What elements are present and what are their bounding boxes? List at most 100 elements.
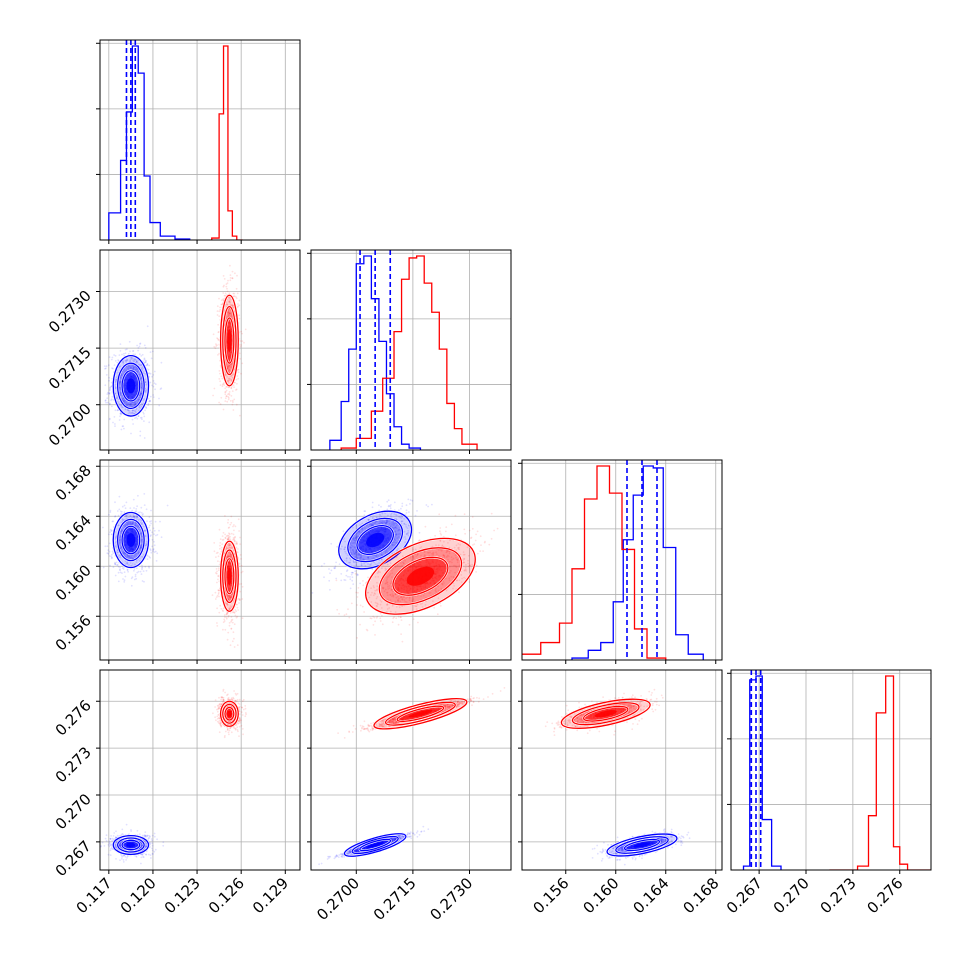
scatter-point — [153, 551, 156, 553]
scatter-point — [224, 397, 227, 400]
scatter-point — [367, 519, 370, 521]
scatter-point — [231, 374, 234, 376]
scatter-point — [130, 357, 133, 359]
scatter-point — [133, 404, 136, 407]
scatter-point — [395, 534, 398, 536]
scatter-point — [344, 579, 347, 581]
scatter-point — [230, 619, 233, 622]
scatter-point — [426, 551, 429, 554]
scatter-point — [335, 561, 337, 564]
scatter-point — [226, 548, 228, 550]
scatter-point — [132, 515, 135, 518]
scatter-point — [152, 527, 155, 530]
scatter-point — [227, 555, 229, 558]
density-series-0 — [112, 354, 150, 418]
scatter-point — [138, 557, 141, 560]
scatter-point — [127, 522, 130, 524]
scatter-point — [371, 516, 374, 519]
scatter-point — [154, 550, 157, 553]
scatter-point — [140, 380, 143, 383]
scatter-point — [225, 363, 228, 365]
scatter-point — [106, 393, 109, 395]
scatter-point — [227, 615, 230, 618]
scatter-point — [133, 409, 136, 412]
scatter-point — [129, 359, 132, 361]
scatter-point — [149, 535, 152, 538]
scatter-point — [148, 400, 151, 403]
scatter-point — [228, 301, 231, 303]
scatter-point — [111, 556, 113, 559]
scatter-point — [129, 360, 132, 362]
scatter-point — [453, 585, 455, 587]
scatter-point — [129, 403, 132, 406]
scatter-point — [403, 530, 406, 533]
scatter-point — [140, 416, 143, 419]
scatter-point — [220, 375, 223, 378]
scatter-point — [126, 521, 129, 524]
scatter-point — [107, 552, 110, 555]
scatter-point — [116, 409, 119, 412]
scatter-point — [127, 409, 129, 411]
scatter-point — [358, 554, 360, 556]
scatter-point — [216, 314, 219, 316]
scatter-point — [141, 367, 144, 370]
scatter-point — [392, 544, 395, 546]
scatter-point — [226, 638, 229, 641]
scatter-point — [352, 537, 355, 540]
scatter-point — [152, 380, 155, 382]
scatter-point — [144, 359, 147, 362]
scatter-point — [239, 554, 242, 556]
scatter-point — [141, 523, 144, 525]
scatter-point — [135, 561, 138, 563]
scatter-point — [119, 571, 122, 574]
scatter-point — [358, 566, 361, 568]
scatter-point — [373, 522, 376, 524]
scatter-point — [137, 525, 140, 527]
scatter-point — [409, 503, 411, 505]
scatter-point — [144, 535, 147, 537]
scatter-point — [398, 528, 400, 531]
scatter-point — [130, 358, 133, 361]
scatter-point — [387, 575, 390, 578]
scatter-point — [108, 417, 111, 420]
scatter-point — [448, 550, 451, 553]
scatter-point — [214, 591, 217, 594]
scatter-point — [129, 365, 132, 368]
scatter-point — [153, 529, 156, 532]
y-tick-label: 0.2730 — [45, 287, 95, 337]
scatter-point — [228, 365, 231, 367]
scatter-point — [227, 381, 230, 384]
scatter-point — [225, 385, 228, 388]
scatter-point — [354, 572, 357, 575]
scatter-point — [376, 572, 379, 574]
scatter-point — [450, 556, 453, 559]
scatter-point — [364, 510, 367, 513]
scatter-point — [155, 560, 158, 562]
scatter-point — [149, 549, 152, 552]
scatter-point — [137, 415, 140, 417]
scatter-point — [134, 369, 137, 371]
scatter-point — [225, 389, 228, 392]
scatter-point — [356, 532, 359, 534]
scatter-point — [226, 602, 229, 605]
scatter-point — [394, 534, 397, 536]
scatter-point — [114, 574, 117, 577]
scatter-point — [221, 383, 224, 386]
scatter-point — [222, 298, 224, 301]
panel-content — [108, 40, 243, 240]
scatter-point — [129, 367, 132, 369]
scatter-point — [153, 544, 156, 547]
scatter-point — [352, 537, 355, 540]
scatter-point — [406, 527, 409, 529]
scatter-point — [394, 593, 397, 596]
scatter-point — [119, 566, 121, 569]
scatter-point — [376, 602, 378, 605]
scatter-point — [126, 561, 129, 564]
scatter-point — [387, 547, 390, 550]
scatter-point — [394, 522, 397, 525]
scatter-point — [230, 628, 233, 630]
scatter-point — [144, 381, 147, 383]
scatter-point — [353, 546, 356, 549]
scatter-point — [383, 521, 386, 524]
scatter-point — [228, 595, 231, 597]
